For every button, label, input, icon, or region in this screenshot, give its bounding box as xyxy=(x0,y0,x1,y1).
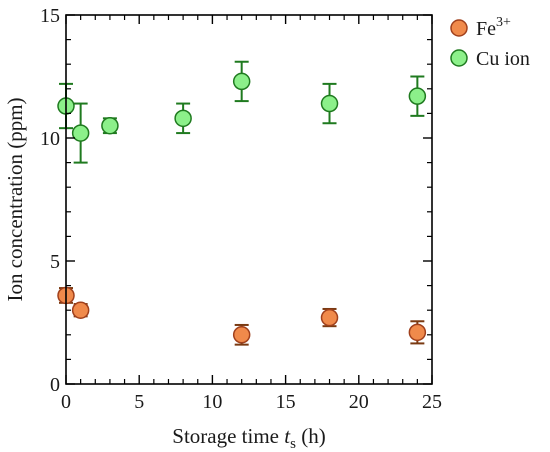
x-axis-label-text: Storage time xyxy=(172,424,284,448)
data-point-cu xyxy=(408,87,427,105)
data-point-cu xyxy=(101,116,119,135)
legend-label-fe-text: Fe xyxy=(476,18,496,40)
legend-item-fe: Fe3+ xyxy=(450,15,511,40)
data-point-cu xyxy=(71,124,90,142)
error-bars-layer xyxy=(59,60,425,346)
x-axis-label: Storage time ts (h) xyxy=(172,424,325,452)
y-tick-label: 5 xyxy=(50,251,60,273)
data-point-fe xyxy=(71,301,90,319)
x-tick-label: 20 xyxy=(349,391,369,413)
legend-label-fe-sup: 3+ xyxy=(496,15,511,30)
points-layer xyxy=(57,72,427,344)
y-axis-label: Ion concentration (ppm) xyxy=(3,97,27,301)
data-point-cu xyxy=(174,109,192,128)
ticks-layer xyxy=(65,14,433,385)
legend-item-cu: Cu ion xyxy=(450,48,530,70)
plot-frame xyxy=(65,14,433,385)
tick-labels-layer: 0 5 10 15 20 25 0 5 10 15 xyxy=(40,5,442,413)
legend-marker-fe xyxy=(450,19,468,37)
data-point-fe xyxy=(408,323,427,342)
data-point-fe xyxy=(232,326,251,344)
y-tick-label: 10 xyxy=(40,128,60,150)
legend-label-fe: Fe3+ xyxy=(476,15,511,40)
legend: Fe3+ Cu ion xyxy=(450,15,530,70)
x-axis-label-sub: s xyxy=(290,436,296,452)
x-tick-label: 5 xyxy=(134,391,144,413)
x-axis-label-var: t xyxy=(284,424,291,448)
x-tick-label: 10 xyxy=(202,391,222,413)
legend-label-cu: Cu ion xyxy=(476,48,530,70)
data-point-fe xyxy=(320,308,339,327)
x-tick-label: 25 xyxy=(422,391,442,413)
x-tick-label: 15 xyxy=(276,391,296,413)
data-point-cu xyxy=(232,72,251,91)
x-axis-label-unit: (h) xyxy=(296,424,326,448)
y-tick-label: 15 xyxy=(40,5,60,27)
x-tick-label: 0 xyxy=(61,391,71,413)
data-point-cu xyxy=(320,94,339,113)
y-tick-label: 0 xyxy=(50,374,60,396)
legend-marker-cu xyxy=(450,49,468,67)
